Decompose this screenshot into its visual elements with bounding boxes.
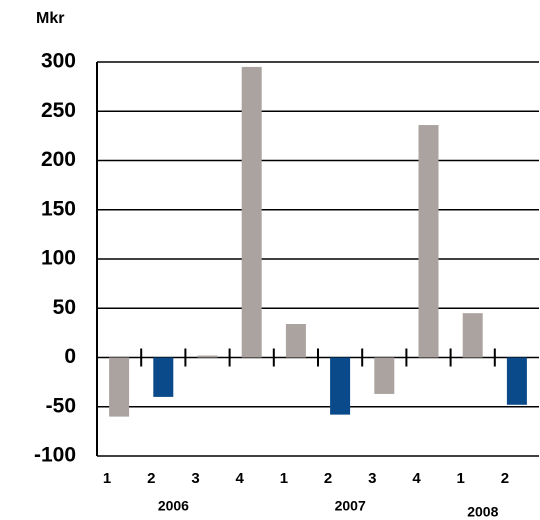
y-tick-label: 0 <box>64 345 76 368</box>
y-tick-label: 150 <box>41 197 76 220</box>
y-axis-label: Mkr <box>36 10 64 27</box>
bar <box>197 355 218 358</box>
x-tick-label: 3 <box>368 470 376 487</box>
bar <box>506 357 527 405</box>
group-label: 2006 <box>158 498 189 514</box>
y-tick-label: 300 <box>41 50 76 73</box>
bar <box>330 357 351 415</box>
bar <box>462 313 483 358</box>
bar <box>109 357 130 417</box>
x-tick-label: 1 <box>103 470 111 487</box>
x-tick-label: 2 <box>324 470 332 487</box>
bar <box>153 357 174 397</box>
y-tick-label: 200 <box>41 148 76 171</box>
group-label: 2007 <box>335 498 366 514</box>
bar <box>418 125 439 358</box>
y-tick-label: 50 <box>53 296 76 319</box>
x-tick-label: 2 <box>501 470 509 487</box>
y-tick-label: -50 <box>46 394 76 417</box>
bar <box>241 66 262 358</box>
y-tick-label: -100 <box>34 444 76 467</box>
group-label: 2008 <box>467 504 498 520</box>
x-tick-label: 4 <box>236 470 245 487</box>
bar <box>285 324 306 358</box>
y-tick-label: 100 <box>41 247 76 270</box>
x-tick-label: 1 <box>280 470 288 487</box>
x-tick-label: 3 <box>191 470 199 487</box>
x-tick-label: 1 <box>457 470 465 487</box>
x-tick-label: 4 <box>412 470 421 487</box>
x-tick-label: 2 <box>147 470 155 487</box>
y-tick-label: 250 <box>41 99 76 122</box>
bar <box>374 357 395 394</box>
